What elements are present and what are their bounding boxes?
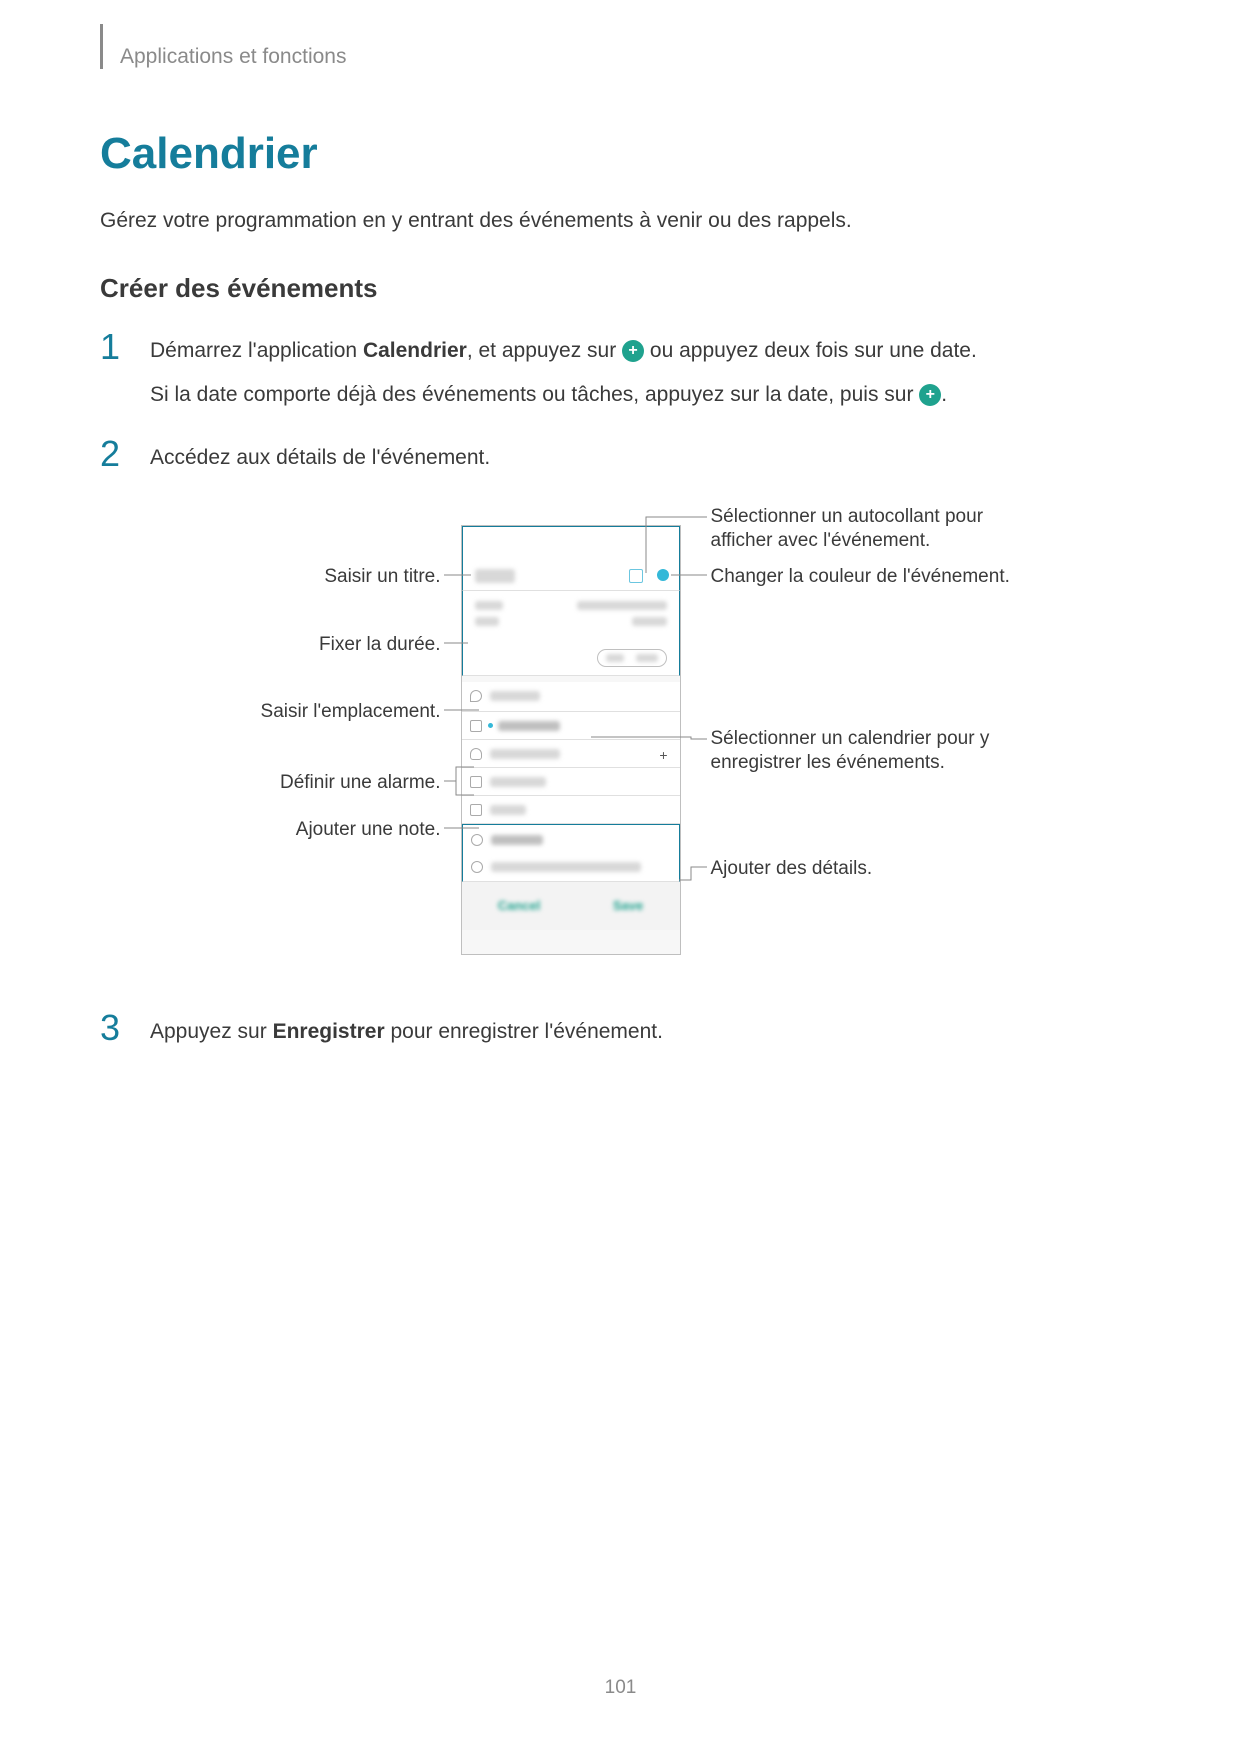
text: Démarrez l'application	[150, 339, 363, 362]
callout-duration: Fixer la durée.	[171, 633, 441, 658]
step-1: 1 Démarrez l'application Calendrier, et …	[100, 334, 1141, 411]
step-2: 2 Accédez aux détails de l'événement.	[100, 441, 1141, 475]
step-body: Démarrez l'application Calendrier, et ap…	[150, 334, 977, 411]
callout-sticker: Sélectionner un autocollant pour affiche…	[711, 505, 1031, 554]
text: ou appuyez deux fois sur une date.	[644, 339, 977, 362]
field-alarm: +	[462, 740, 680, 768]
step-body: Accédez aux détails de l'événement.	[150, 441, 490, 475]
time-pill	[597, 649, 667, 667]
callout-details: Ajouter des détails.	[711, 857, 1031, 882]
step-3: 3 Appuyez sur Enregistrer pour enregistr…	[100, 1015, 1141, 1049]
text: Appuyez sur	[150, 1020, 273, 1043]
plus-icon: +	[622, 340, 644, 362]
event-figure: Saisir un titre. Fixer la durée. Saisir …	[171, 505, 1071, 975]
text: pour enregistrer l'événement.	[385, 1020, 663, 1043]
plus-icon: +	[919, 384, 941, 406]
header-rule	[100, 24, 103, 69]
sticker-icon	[629, 569, 643, 583]
page-title: Calendrier	[100, 129, 1141, 179]
callout-note: Ajouter une note.	[171, 818, 441, 843]
callout-location: Saisir l'emplacement.	[171, 700, 441, 725]
callout-calendar: Sélectionner un calendrier pour y enregi…	[711, 727, 1031, 776]
text: .	[941, 383, 947, 406]
text: Accédez aux détails de l'événement.	[150, 441, 490, 475]
field-location	[462, 682, 680, 712]
color-dot-icon	[657, 569, 669, 581]
save-label: Enregistrer	[273, 1020, 385, 1043]
field-note	[462, 796, 680, 824]
page-number: 101	[0, 1677, 1241, 1699]
callout-title: Saisir un titre.	[171, 565, 441, 590]
plus-small-icon: +	[659, 747, 667, 763]
text: Si la date comporte déjà des événements …	[150, 383, 919, 406]
cancel-blur: Cancel	[498, 898, 541, 913]
save-blur: Save	[613, 898, 643, 913]
field-repeat	[462, 768, 680, 796]
field-calendar	[462, 712, 680, 740]
step-number: 1	[100, 329, 150, 365]
callout-color: Changer la couleur de l'événement.	[711, 565, 1031, 590]
intro-text: Gérez votre programmation en y entrant d…	[100, 209, 1141, 233]
footer-buttons: Cancel Save	[462, 882, 680, 930]
text: , et appuyez sur	[467, 339, 622, 362]
field-extra	[462, 824, 680, 882]
breadcrumb: Applications et fonctions	[120, 45, 1141, 69]
field-duration	[462, 591, 680, 676]
step-number: 3	[100, 1010, 150, 1046]
field-title	[462, 526, 680, 591]
step-number: 2	[100, 436, 150, 472]
section-subtitle: Créer des événements	[100, 273, 1141, 304]
step-body: Appuyez sur Enregistrer pour enregistrer…	[150, 1015, 663, 1049]
phone-mock: + Cancel Save	[461, 525, 681, 955]
callout-alarm: Définir une alarme.	[171, 771, 441, 796]
app-name: Calendrier	[363, 339, 467, 362]
